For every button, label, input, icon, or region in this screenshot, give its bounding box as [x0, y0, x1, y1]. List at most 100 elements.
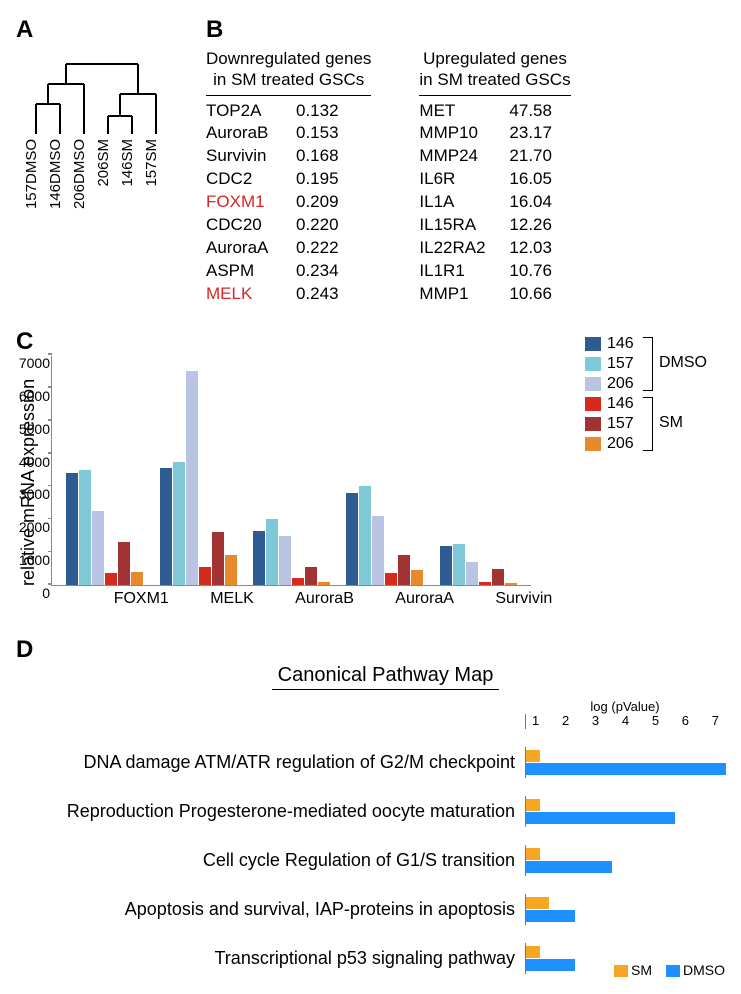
d-bar-sm — [526, 848, 540, 860]
gene-name: CDC20 — [206, 214, 296, 237]
table-row: IL1A16.04 — [419, 191, 570, 214]
c-legend-cond: DMSO — [659, 354, 707, 372]
c-ytick: 3000 — [10, 486, 50, 502]
c-bar — [118, 542, 130, 585]
panel-a-label: A — [16, 16, 206, 44]
gene-name: IL1R1 — [419, 260, 509, 283]
c-bar — [440, 546, 452, 585]
gene-name: MMP1 — [419, 283, 509, 306]
table-row: TOP2A0.132 — [206, 100, 371, 123]
c-bar — [492, 569, 504, 585]
swatch-icon — [585, 337, 601, 351]
c-bar — [411, 570, 423, 585]
c-group — [253, 356, 330, 585]
up-title-1: Upregulated genes — [419, 48, 570, 69]
d-bar-cell — [525, 796, 725, 827]
gene-name: AuroraB — [206, 122, 296, 145]
c-bar — [359, 486, 371, 585]
c-ytick: 6000 — [10, 388, 50, 404]
gene-name: MET — [419, 100, 509, 123]
d-row: DNA damage ATM/ATR regulation of G2/M ch… — [16, 747, 725, 778]
swatch-icon — [585, 417, 601, 431]
c-group — [346, 356, 423, 585]
dendro-leaf: 146DMSO — [47, 139, 64, 209]
d-legend-item: DMSO — [666, 962, 725, 978]
bracket-icon — [643, 397, 653, 451]
c-legend-label: 157 — [607, 355, 634, 373]
c-ytick: 4000 — [10, 454, 50, 470]
c-legend: 146157206DMSO146157206SM — [585, 334, 715, 454]
c-bar — [266, 519, 278, 585]
gene-name: TOP2A — [206, 100, 296, 123]
gene-name: MMP10 — [419, 122, 509, 145]
d-bar-cell — [525, 747, 725, 778]
up-table: Upregulated genes in SM treated GSCs MET… — [419, 48, 570, 306]
table-row: MMP1023.17 — [419, 122, 570, 145]
c-bar — [318, 582, 330, 585]
swatch-icon — [585, 357, 601, 371]
table-row: MET47.58 — [419, 100, 570, 123]
table-row: Survivin0.168 — [206, 145, 371, 168]
panel-d-label: D — [16, 636, 725, 664]
bracket-icon — [643, 337, 653, 391]
c-bar — [225, 555, 237, 585]
c-bar — [173, 462, 185, 585]
gene-name: FOXM1 — [206, 191, 296, 214]
d-row: Reproduction Progesterone-mediated oocyt… — [16, 796, 725, 827]
c-xlabel: FOXM1 — [114, 590, 169, 608]
c-bar — [479, 582, 491, 585]
gene-value: 0.195 — [296, 168, 356, 191]
d-tick: 4 — [622, 714, 629, 728]
d-bar-cell — [525, 845, 725, 876]
gene-value: 47.58 — [509, 100, 569, 123]
d-row: Apoptosis and survival, IAP-proteins in … — [16, 894, 725, 925]
table-row: MELK0.243 — [206, 283, 371, 306]
gene-name: ASPM — [206, 260, 296, 283]
table-row: AuroraA0.222 — [206, 237, 371, 260]
swatch-icon — [614, 965, 628, 977]
gene-value: 12.26 — [509, 214, 569, 237]
swatch-icon — [585, 437, 601, 451]
c-xlabel: AuroraB — [295, 590, 354, 608]
c-bar — [131, 572, 143, 585]
gene-value: 0.234 — [296, 260, 356, 283]
gene-value: 21.70 — [509, 145, 569, 168]
d-bar-sm — [526, 897, 549, 909]
c-legend-label: 146 — [607, 395, 634, 413]
gene-value: 10.66 — [509, 283, 569, 306]
up-title-2: in SM treated GSCs — [419, 69, 570, 90]
c-legend-label: 146 — [607, 335, 634, 353]
table-row: IL6R16.05 — [419, 168, 570, 191]
d-scale-label: log (pValue) — [525, 700, 725, 714]
c-bar — [398, 555, 410, 585]
c-bar — [305, 567, 317, 585]
d-tick: 6 — [682, 714, 689, 728]
gene-value: 10.76 — [509, 260, 569, 283]
c-bar — [292, 578, 304, 585]
down-table: Downregulated genes in SM treated GSCs T… — [206, 48, 371, 306]
c-xlabel: Survivin — [495, 590, 552, 608]
table-row: CDC200.220 — [206, 214, 371, 237]
dendro-leaf: 206SM — [95, 139, 112, 187]
down-title-2: in SM treated GSCs — [206, 69, 371, 90]
table-row: IL15RA12.26 — [419, 214, 570, 237]
gene-value: 0.132 — [296, 100, 356, 123]
d-bar-dmso — [526, 763, 726, 775]
table-row: IL22RA212.03 — [419, 237, 570, 260]
c-bar — [466, 562, 478, 585]
d-tick: 5 — [652, 714, 659, 728]
gene-name: AuroraA — [206, 237, 296, 260]
d-tick: 1 — [532, 714, 539, 728]
d-bar-sm — [526, 799, 540, 811]
d-bar-cell — [525, 894, 725, 925]
table-row: CDC20.195 — [206, 168, 371, 191]
gene-value: 0.222 — [296, 237, 356, 260]
gene-name: IL1A — [419, 191, 509, 214]
swatch-icon — [585, 377, 601, 391]
c-bar — [453, 544, 465, 585]
d-row: Cell cycle Regulation of G1/S transition — [16, 845, 725, 876]
c-bar — [212, 532, 224, 585]
d-bar-dmso — [526, 959, 575, 971]
d-legend-item: SM — [614, 962, 652, 978]
down-title-1: Downregulated genes — [206, 48, 371, 69]
